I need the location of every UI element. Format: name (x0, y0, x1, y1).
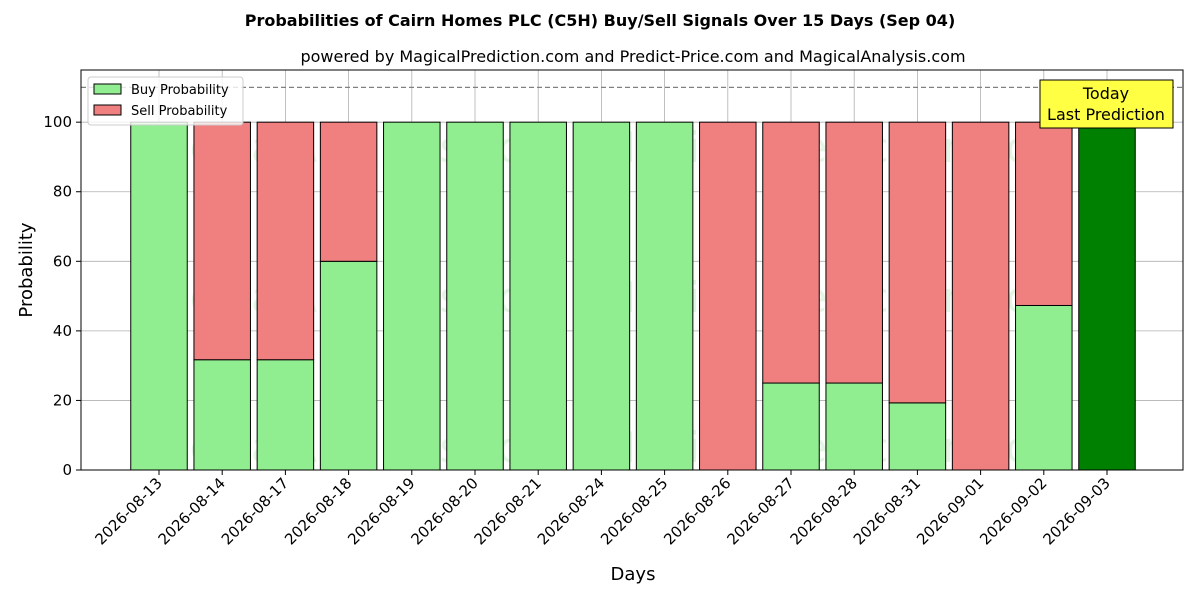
x-tick-label: 2026-08-17 (218, 474, 292, 548)
x-tick-label: 2026-08-28 (787, 474, 861, 548)
buy-bar (1015, 304, 1073, 471)
x-tick-label: 2026-08-13 (91, 474, 165, 548)
buy-bar (888, 402, 947, 471)
y-tick-label: 40 (53, 322, 72, 340)
legend-label: Buy Probability (131, 83, 229, 98)
annotation-text: Last Prediction (1047, 105, 1165, 124)
sell-bar (951, 121, 1010, 471)
x-tick-label: 2026-08-20 (407, 474, 481, 548)
sell-bar (699, 121, 757, 471)
x-tick-label: 2026-08-31 (850, 474, 924, 548)
x-tick-label: 2026-09-01 (913, 474, 987, 548)
y-tick-label: 100 (43, 113, 72, 131)
x-tick-label: 2026-08-26 (660, 474, 734, 548)
chart-title: Probabilities of Cairn Homes PLC (C5H) B… (245, 11, 956, 30)
x-tick-label: 2026-09-02 (976, 474, 1050, 548)
sell-bar (256, 121, 315, 361)
annotation-box (1039, 79, 1174, 129)
x-axis-label: Days (611, 564, 656, 585)
y-tick-label: 20 (53, 391, 72, 409)
x-tick-label: 2026-08-19 (344, 474, 418, 548)
buy-bar (1078, 121, 1136, 471)
buy-bar (509, 121, 567, 471)
y-tick-label: 80 (53, 183, 72, 201)
chart-subtitle: powered by MagicalPrediction.com and Pre… (300, 47, 965, 66)
y-tick-label: 60 (53, 252, 72, 270)
buy-bar (130, 121, 188, 471)
plot-frame (80, 69, 1184, 471)
y-axis-label: Probability (16, 222, 37, 317)
x-tick-label: 2026-08-14 (155, 474, 229, 548)
buy-bar (825, 382, 883, 471)
buy-bar (635, 121, 694, 471)
buy-bar (319, 260, 378, 471)
sell-bar (762, 121, 820, 384)
x-tick-label: 2026-08-18 (281, 474, 355, 548)
today-annotation: Today Last Prediction (1039, 79, 1174, 129)
legend: Buy Probability Sell Probability (87, 76, 244, 126)
x-tick-label: 2026-08-27 (723, 474, 797, 548)
x-tick-label: 2026-08-25 (597, 474, 671, 548)
annotation-text: Today (1082, 84, 1129, 103)
x-tick-label: 2026-08-21 (471, 474, 545, 548)
legend-box (87, 76, 244, 126)
legend-swatch (93, 104, 122, 116)
x-tick-label: 2026-09-03 (1039, 474, 1113, 548)
x-axis: 2026-08-132026-08-142026-08-172026-08-18… (91, 470, 1114, 548)
sell-bar (825, 121, 883, 384)
sell-bar (888, 121, 947, 404)
sell-bar (193, 121, 251, 361)
buy-bar (572, 121, 631, 471)
buy-bar (193, 359, 251, 471)
bars-layer (130, 121, 1136, 471)
y-axis: 0 20 40 60 80 100 (43, 113, 81, 479)
buy-bar (383, 121, 441, 471)
buy-bar (446, 121, 504, 471)
buy-bar (762, 382, 820, 471)
sell-bar (1015, 121, 1073, 306)
sell-bar (319, 121, 378, 262)
x-tick-label: 2026-08-24 (534, 474, 608, 548)
legend-label: Sell Probability (131, 104, 228, 119)
y-tick-label: 0 (62, 461, 72, 479)
legend-swatch (93, 83, 122, 95)
buy-bar (256, 359, 315, 471)
